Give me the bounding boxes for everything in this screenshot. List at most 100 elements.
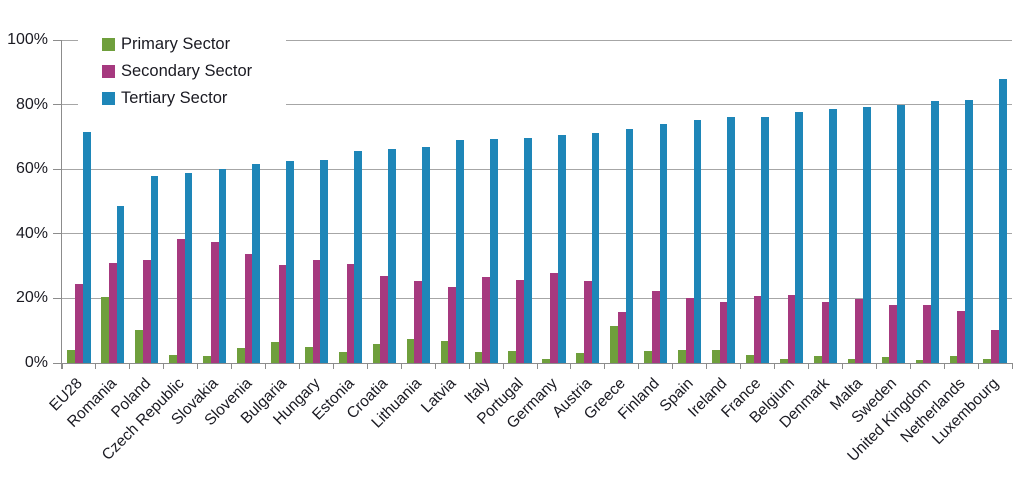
- bar-primary-lithuania: [406, 339, 415, 363]
- x-tick: [129, 363, 131, 369]
- y-axis-line: [61, 40, 62, 369]
- bar-tertiary-luxembourg: [998, 79, 1007, 363]
- bar-secondary-france: [753, 296, 762, 363]
- y-axis-label: 40%: [15, 224, 48, 242]
- x-tick: [875, 363, 877, 369]
- bar-primary-estonia: [338, 352, 347, 363]
- bar-secondary-germany: [550, 273, 558, 363]
- x-tick: [502, 363, 504, 369]
- legend: Primary Sector Secondary Sector Tertiary…: [78, 27, 286, 118]
- bar-primary-slovenia: [237, 348, 245, 363]
- x-tick: [400, 363, 402, 369]
- bar-secondary-czech-republic: [176, 238, 185, 363]
- bar-primary-united-kingdom: [915, 359, 924, 363]
- legend-label-secondary: Secondary Sector: [121, 62, 253, 80]
- bar-tertiary-denmark: [829, 108, 837, 363]
- y-axis-label: 0%: [24, 354, 48, 371]
- gridline-60: [62, 168, 1012, 170]
- y-tick-0: [53, 362, 61, 364]
- bar-tertiary-latvia: [456, 140, 464, 363]
- legend-item-tertiary: Tertiary Sector: [102, 85, 286, 112]
- x-tick: [570, 363, 572, 369]
- bar-primary-malta: [847, 358, 856, 363]
- bar-tertiary-finland: [659, 123, 668, 363]
- bar-tertiary-bulgaria: [286, 160, 295, 363]
- x-tick: [468, 363, 470, 369]
- x-tick: [163, 363, 165, 369]
- bar-secondary-greece: [617, 312, 626, 363]
- x-tick: [672, 363, 674, 369]
- x-tick: [332, 363, 334, 369]
- y-axis-label: 20%: [15, 289, 48, 307]
- legend-label-tertiary: Tertiary Sector: [121, 89, 228, 107]
- bar-secondary-malta: [855, 299, 864, 363]
- x-tick: [299, 363, 300, 369]
- x-tick: [943, 363, 945, 369]
- y-tick-20: [53, 297, 61, 299]
- x-tick: [774, 363, 775, 369]
- x-tick: [740, 363, 742, 369]
- bar-secondary-hungary: [312, 259, 321, 363]
- bar-tertiary-belgium: [795, 111, 803, 363]
- legend-label-primary: Primary Sector: [121, 35, 231, 53]
- bar-secondary-belgium: [787, 295, 796, 363]
- bar-primary-eu28: [67, 350, 76, 363]
- bar-tertiary-croatia: [388, 148, 396, 363]
- bar-tertiary-romania: [116, 206, 125, 363]
- bar-secondary-italy: [482, 277, 490, 363]
- bar-primary-ireland: [712, 349, 720, 363]
- gridline-80: [62, 104, 1012, 106]
- bar-primary-hungary: [304, 347, 313, 363]
- bar-tertiary-spain: [693, 120, 702, 363]
- x-tick: [1011, 363, 1013, 369]
- bar-tertiary-eu28: [82, 132, 91, 363]
- y-tick-80: [53, 104, 61, 106]
- y-axis-label: 80%: [15, 95, 48, 113]
- bar-secondary-croatia: [380, 276, 389, 363]
- gridline-100: [62, 39, 1012, 41]
- bar-primary-finland: [644, 351, 652, 363]
- bar-tertiary-hungary: [320, 159, 328, 363]
- bar-secondary-romania: [109, 262, 117, 363]
- bar-primary-czech-republic: [169, 354, 177, 363]
- bar-secondary-estonia: [346, 263, 355, 363]
- bar-tertiary-france: [761, 116, 770, 363]
- bar-tertiary-czech-republic: [184, 173, 193, 363]
- x-tick: [265, 363, 267, 369]
- y-tick-60: [53, 168, 61, 170]
- bar-primary-spain: [678, 349, 686, 363]
- bar-secondary-latvia: [448, 287, 457, 363]
- bar-tertiary-poland: [150, 175, 159, 363]
- bar-tertiary-lithuania: [422, 147, 430, 363]
- bar-secondary-poland: [142, 260, 151, 363]
- x-tick: [536, 363, 538, 369]
- y-tick-100: [53, 39, 61, 41]
- x-tick: [604, 363, 606, 369]
- x-tick: [61, 363, 63, 369]
- legend-item-primary: Primary Sector: [102, 31, 286, 58]
- bar-primary-romania: [101, 297, 110, 363]
- x-tick: [95, 363, 97, 369]
- bar-secondary-ireland: [719, 301, 728, 363]
- bar-secondary-denmark: [821, 302, 830, 363]
- x-tick: [706, 363, 708, 369]
- x-tick: [366, 363, 368, 369]
- bar-primary-portugal: [508, 350, 517, 363]
- gridline-40: [62, 233, 1012, 235]
- x-tick: [434, 363, 436, 369]
- bar-primary-denmark: [813, 355, 822, 363]
- bar-tertiary-germany: [557, 134, 566, 363]
- bar-secondary-eu28: [75, 284, 83, 363]
- y-axis-label: 60%: [15, 160, 48, 178]
- bar-tertiary-ireland: [727, 116, 736, 363]
- bar-secondary-slovenia: [244, 253, 253, 363]
- bar-primary-france: [745, 354, 754, 363]
- bar-primary-belgium: [779, 359, 788, 363]
- bar-primary-austria: [576, 352, 585, 363]
- bar-secondary-spain: [685, 297, 694, 363]
- legend-item-secondary: Secondary Sector: [102, 58, 286, 85]
- bar-primary-slovakia: [203, 355, 211, 363]
- bar-primary-bulgaria: [270, 341, 279, 363]
- bar-secondary-bulgaria: [278, 265, 287, 363]
- bar-secondary-finland: [651, 290, 660, 363]
